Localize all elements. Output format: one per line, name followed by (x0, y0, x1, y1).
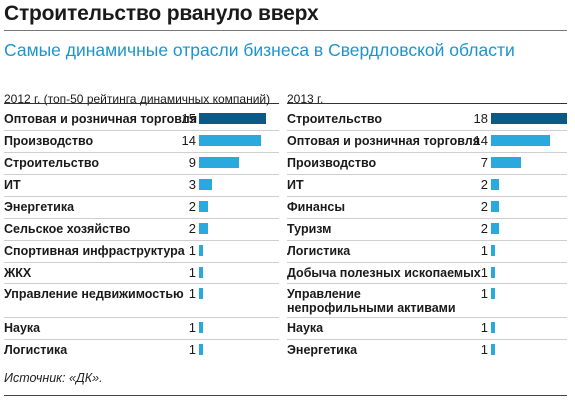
left-value-label: 2 (188, 221, 196, 236)
right-category-label: Управление непрофильными активами (287, 287, 456, 315)
right-bar (491, 179, 499, 190)
left-row-divider (4, 174, 279, 175)
right-value-label: 14 (473, 133, 488, 148)
right-row-divider (287, 218, 567, 219)
right-bar (491, 157, 521, 168)
right-value-label: 1 (480, 342, 488, 357)
left-value-label: 1 (188, 286, 196, 301)
left-bar (199, 267, 203, 278)
left-bar (199, 157, 239, 168)
left-bar (199, 223, 208, 234)
right-value-label: 1 (480, 286, 488, 301)
left-category-label: Оптовая и розничная торговля (4, 112, 197, 126)
right-row-divider (287, 152, 567, 153)
chart-title: Строительство рвануло вверх (4, 2, 319, 25)
left-category-label: Энергетика (4, 200, 75, 214)
title-divider (4, 30, 567, 31)
left-row-divider (4, 240, 279, 241)
right-category-label: Оптовая и розничная торговля (287, 134, 480, 148)
right-row-divider (287, 317, 567, 318)
left-category-label: Сельское хозяйство (4, 222, 131, 236)
left-column-rule (4, 103, 279, 104)
right-value-label: 18 (473, 111, 488, 126)
left-category-label: Управление недвижимостью (4, 287, 184, 301)
left-bar (199, 322, 203, 333)
left-value-label: 1 (188, 243, 196, 258)
right-category-label: ИТ (287, 178, 304, 192)
left-bar (199, 113, 266, 124)
right-bar (491, 267, 495, 278)
right-column-title: 2013 г. (287, 92, 324, 106)
left-row-divider (4, 339, 279, 340)
left-value-label: 15 (181, 111, 196, 126)
left-column-title: 2012 г. (топ-50 рейтинга динамичных комп… (4, 92, 271, 106)
left-value-label: 14 (181, 133, 196, 148)
right-column-rule (287, 103, 567, 104)
left-bar (199, 288, 203, 299)
right-value-label: 2 (480, 221, 488, 236)
right-value-label: 1 (480, 265, 488, 280)
right-category-label: Производство (287, 156, 377, 170)
left-row-divider (4, 317, 279, 318)
left-value-label: 1 (188, 320, 196, 335)
left-category-label: ЖКХ (4, 266, 32, 280)
right-bar (491, 245, 495, 256)
right-row-divider (287, 339, 567, 340)
right-category-label: Логистика (287, 244, 351, 258)
left-category-label: Наука (4, 321, 41, 335)
source-note: Источник: «ДК». (4, 371, 103, 385)
left-bar (199, 201, 208, 212)
right-bar (491, 135, 550, 146)
right-row-divider (287, 262, 567, 263)
left-value-label: 1 (188, 342, 196, 357)
right-category-label: Строительство (287, 112, 383, 126)
bottom-rule (4, 395, 567, 396)
right-category-label: Туризм (287, 222, 332, 236)
right-value-label: 2 (480, 177, 488, 192)
left-value-label: 1 (188, 265, 196, 280)
left-value-label: 3 (188, 177, 196, 192)
right-bar (491, 344, 495, 355)
right-bar (491, 201, 499, 212)
chart-subtitle: Самые динамичные отрасли бизнеса в Сверд… (4, 40, 515, 60)
left-bar (199, 245, 203, 256)
left-category-label: ИТ (4, 178, 21, 192)
left-row-divider (4, 283, 279, 284)
left-row-divider (4, 218, 279, 219)
left-category-label: Строительство (4, 156, 100, 170)
left-row-divider (4, 152, 279, 153)
right-category-label: Добыча полезных ископаемых (287, 266, 481, 280)
right-row-divider (287, 174, 567, 175)
left-bar (199, 344, 203, 355)
right-row-divider (287, 240, 567, 241)
right-row-divider (287, 130, 567, 131)
right-row-divider (287, 283, 567, 284)
left-bar (199, 179, 212, 190)
left-value-label: 9 (188, 155, 196, 170)
right-category-label: Финансы (287, 200, 346, 214)
right-bar (491, 288, 495, 299)
left-row-divider (4, 130, 279, 131)
right-bar (491, 223, 499, 234)
right-bar (491, 322, 495, 333)
right-bar (491, 113, 567, 124)
left-row-divider (4, 196, 279, 197)
right-category-label: Энергетика (287, 343, 358, 357)
right-row-divider (287, 196, 567, 197)
right-value-label: 7 (480, 155, 488, 170)
left-row-divider (4, 262, 279, 263)
left-bar (199, 135, 261, 146)
right-category-label: Наука (287, 321, 324, 335)
left-category-label: Логистика (4, 343, 68, 357)
left-category-label: Производство (4, 134, 94, 148)
right-value-label: 2 (480, 199, 488, 214)
left-value-label: 2 (188, 199, 196, 214)
right-value-label: 1 (480, 243, 488, 258)
left-category-label: Спортивная инфраструктура (4, 244, 185, 258)
right-value-label: 1 (480, 320, 488, 335)
